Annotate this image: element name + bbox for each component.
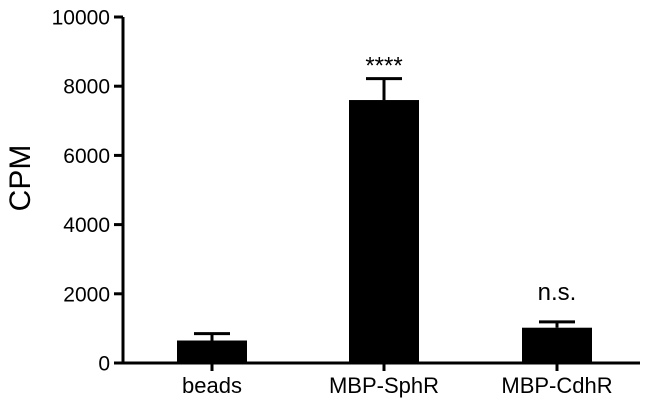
bar-beads bbox=[177, 340, 247, 363]
y-tick-label: 0 bbox=[98, 353, 110, 376]
significance-label: n.s. bbox=[538, 279, 577, 306]
y-axis-label: CPM bbox=[4, 145, 37, 212]
labels: 0 2000 4000 6000 8000 10000 beads MBP-SphR **** M… bbox=[52, 7, 613, 399]
bar-mbp-sphr bbox=[349, 100, 419, 363]
y-tick-label: 8000 bbox=[63, 76, 110, 99]
x-tick-label: MBP-CdhR bbox=[501, 373, 612, 398]
y-tick-label: 6000 bbox=[63, 145, 110, 168]
bar-mbp-cdhr bbox=[522, 327, 592, 363]
x-tick-label: MBP-SphR bbox=[329, 373, 439, 398]
significance-label: **** bbox=[365, 53, 402, 80]
y-tick-label: 4000 bbox=[63, 214, 110, 237]
y-tick-label: 2000 bbox=[63, 283, 110, 306]
y-tick-label: 10000 bbox=[52, 7, 110, 30]
x-tick-label: beads bbox=[182, 373, 242, 398]
bars bbox=[177, 77, 592, 363]
